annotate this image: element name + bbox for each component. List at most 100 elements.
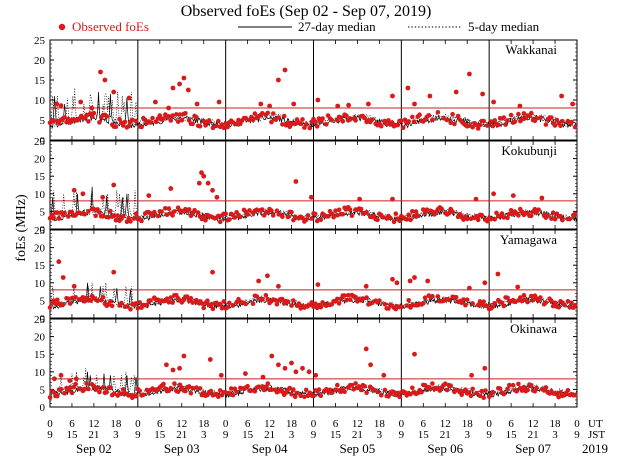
observed-point <box>157 113 163 118</box>
observed-point <box>342 293 347 298</box>
observed-point <box>120 123 126 128</box>
observed-point <box>549 298 554 304</box>
observed-point <box>130 117 135 123</box>
observed-point <box>393 211 399 216</box>
observed-point <box>415 213 421 218</box>
observed-point <box>100 295 106 300</box>
observed-point <box>205 298 210 304</box>
observed-point <box>497 386 503 391</box>
observed-point <box>201 118 206 124</box>
observed-point <box>488 216 494 222</box>
observed-point <box>411 119 417 124</box>
observed-point <box>280 214 285 219</box>
observed-point <box>316 387 322 392</box>
observed-point <box>88 298 93 303</box>
observed-point <box>560 118 565 124</box>
observed-point <box>139 124 144 130</box>
observed-point <box>543 385 549 390</box>
observed-point <box>549 216 554 221</box>
observed-point <box>62 391 67 396</box>
observed-point <box>463 302 468 308</box>
jst-tick-label: 15 <box>418 429 430 441</box>
observed-point <box>153 99 158 105</box>
observed-point <box>201 305 206 311</box>
observed-point <box>270 111 276 116</box>
observed-point <box>144 302 150 308</box>
observed-point <box>216 394 221 400</box>
observed-point <box>152 209 157 215</box>
observed-point <box>267 103 272 109</box>
observed-point <box>305 213 311 218</box>
observed-point <box>168 186 174 191</box>
observed-point <box>223 211 228 217</box>
observed-point <box>214 123 219 129</box>
observed-point <box>95 385 100 390</box>
observed-point <box>208 388 214 394</box>
y-tick-label: 5 <box>40 206 46 218</box>
station-panel-okinawa: 0 5 10 15 20 25 Okinawa <box>34 314 578 414</box>
observed-point <box>421 301 426 306</box>
observed-point <box>194 101 200 107</box>
station-label: Kokubunji <box>501 143 557 158</box>
legend-observed-marker <box>58 23 66 31</box>
observed-point <box>390 196 395 202</box>
observed-point <box>184 294 190 300</box>
observed-point <box>496 122 501 128</box>
observed-point <box>561 302 567 308</box>
observed-point <box>441 115 446 121</box>
jst-axis-label: JST <box>588 429 605 441</box>
observed-point <box>459 392 465 398</box>
observed-point <box>411 213 417 219</box>
observed-point <box>236 117 241 123</box>
observed-point <box>199 170 204 176</box>
observed-point <box>106 215 111 220</box>
observed-point <box>73 376 79 382</box>
observed-point <box>66 116 71 122</box>
observed-point <box>280 122 285 127</box>
observed-point <box>386 118 391 123</box>
ut-tick-label: 18 <box>286 418 298 430</box>
observed-point <box>256 384 261 390</box>
observed-point <box>289 360 294 366</box>
observed-point <box>455 113 461 119</box>
day-label: Sep 02 <box>76 441 112 456</box>
observed-point <box>397 218 402 223</box>
observed-point <box>225 305 230 310</box>
observed-point <box>216 99 222 105</box>
observed-point <box>285 299 291 305</box>
observed-point <box>272 297 278 303</box>
station-panel-yamagawa: 0 5 10 15 20 25 Yamagawa <box>34 225 578 325</box>
observed-point <box>111 269 117 275</box>
observed-point <box>291 217 296 223</box>
observed-point <box>51 216 56 221</box>
observed-point <box>521 111 527 116</box>
observed-point <box>93 213 98 219</box>
observed-point <box>163 206 168 211</box>
observed-point <box>569 119 574 125</box>
observed-point <box>291 101 297 107</box>
observed-point <box>475 302 481 308</box>
observed-point <box>346 292 351 298</box>
observed-point <box>282 365 288 371</box>
observed-point <box>113 124 119 130</box>
observed-point <box>490 389 496 395</box>
observed-point <box>66 214 71 219</box>
observed-point <box>137 388 142 394</box>
jst-tick-label: 3 <box>552 429 558 441</box>
observed-point <box>406 212 412 218</box>
observed-point <box>545 213 550 218</box>
observed-point <box>282 67 288 73</box>
observed-point <box>170 300 175 305</box>
observed-point <box>313 119 318 125</box>
jst-tick-label: 15 <box>66 429 78 441</box>
observed-point <box>216 118 221 124</box>
observed-point <box>183 388 188 394</box>
observed-point <box>265 110 271 116</box>
observed-point <box>84 381 89 386</box>
observed-point <box>529 383 534 388</box>
observed-point <box>405 85 411 91</box>
observed-point <box>369 117 375 122</box>
observed-point <box>344 298 349 303</box>
observed-point <box>448 383 454 389</box>
time-axis: 0 6 12 18 0 6 12 18 0 6 12 18 0 6 12 18 0 6 12 18 0 6 12 18 09 15… <box>47 418 580 456</box>
